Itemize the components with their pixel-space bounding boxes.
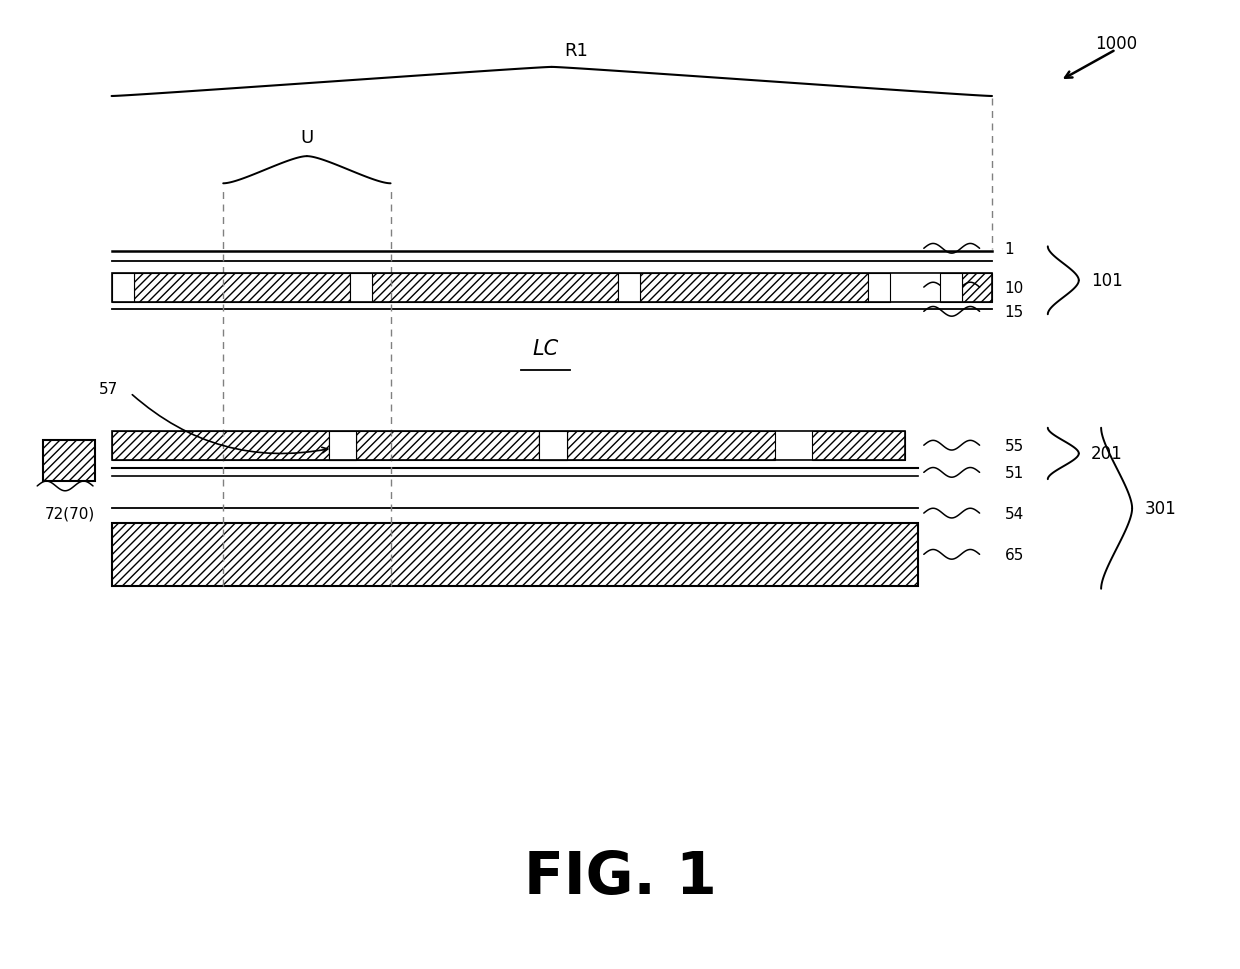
Bar xyxy=(329,431,356,460)
Text: 1: 1 xyxy=(1004,241,1014,257)
Bar xyxy=(112,431,905,460)
Text: 72(70): 72(70) xyxy=(45,506,94,520)
Bar xyxy=(567,431,775,460)
Bar xyxy=(940,273,962,302)
Text: R1: R1 xyxy=(564,42,589,60)
Text: 15: 15 xyxy=(1004,304,1024,320)
Text: 1000: 1000 xyxy=(1095,35,1137,52)
Text: LC: LC xyxy=(532,339,559,359)
Text: 10: 10 xyxy=(1004,280,1024,296)
Text: 201: 201 xyxy=(1091,445,1123,463)
Bar xyxy=(112,431,329,460)
Bar xyxy=(618,273,640,302)
Text: 65: 65 xyxy=(1004,547,1024,562)
Text: 101: 101 xyxy=(1091,272,1123,290)
Bar xyxy=(134,273,350,302)
Text: 301: 301 xyxy=(1145,500,1177,517)
Text: 51: 51 xyxy=(1004,465,1024,481)
Text: FIG. 1: FIG. 1 xyxy=(523,849,717,905)
Text: 55: 55 xyxy=(1004,438,1024,453)
Bar xyxy=(356,431,539,460)
Bar xyxy=(112,273,992,302)
Bar xyxy=(868,273,890,302)
Bar xyxy=(112,273,134,302)
Bar xyxy=(350,273,372,302)
Bar xyxy=(812,431,905,460)
Text: 57: 57 xyxy=(98,382,118,397)
Bar xyxy=(43,441,95,482)
Bar xyxy=(372,273,618,302)
Text: U: U xyxy=(300,129,314,147)
Bar xyxy=(329,431,356,460)
Bar xyxy=(112,523,918,586)
Bar xyxy=(539,431,567,460)
Bar xyxy=(640,273,868,302)
Text: 54: 54 xyxy=(1004,506,1024,521)
Bar xyxy=(539,431,567,460)
Bar xyxy=(962,273,992,302)
